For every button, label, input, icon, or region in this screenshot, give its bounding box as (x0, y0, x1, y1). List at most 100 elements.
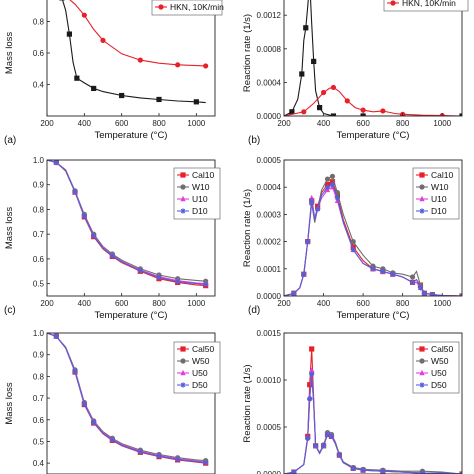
legend-label-c-1: W10 (192, 182, 210, 192)
x-tick-label-d-2: 600 (356, 299, 370, 308)
legend-label-e-3: D50 (192, 380, 208, 390)
y-tick-label-b-2: 0.0008 (257, 45, 282, 54)
legend-marker-d-3 (419, 208, 425, 214)
x-tick-label-a-1: 400 (78, 119, 92, 128)
data-point-d-3-19 (409, 279, 416, 285)
panel-b: 200 400 600 800 1000 0.0000 0.0004 0.0008 0.0012… (242, 0, 469, 146)
legend-marker-f-1 (419, 358, 425, 364)
y-tick-label-e-4: 0.8 (33, 372, 45, 381)
series-line-a-1 (69, 0, 206, 67)
legend-marker-e-3 (180, 382, 186, 388)
x-tick-label-a-4: 1000 (187, 119, 205, 128)
legend-marker-c-3 (180, 208, 186, 214)
data-point-d-3-4 (305, 239, 311, 245)
x-tick-label-c-4: 1000 (187, 299, 205, 308)
plot-area-e (47, 333, 209, 466)
legend-label-e-0: Cal50 (192, 344, 214, 354)
legend-marker-f-3 (419, 382, 425, 388)
axes-frame-e (46, 332, 216, 474)
x-tick-label-b-1: 400 (317, 119, 331, 128)
x-tick-label-c-0: 200 (40, 299, 54, 308)
panel-label-d: (d) (248, 305, 260, 316)
legend-marker-e-1 (180, 358, 186, 364)
x-tick-label-a-0: 200 (40, 119, 54, 128)
data-point-c-3-4 (81, 213, 87, 219)
data-point-a-0-5 (74, 75, 80, 81)
data-point-a-0-3 (66, 31, 72, 37)
data-point-b-0-13 (330, 113, 337, 116)
series-line-f-3 (284, 374, 462, 474)
plot-area-d (284, 173, 462, 296)
panel-label-a: (a) (4, 135, 16, 146)
x-axis-label-a: Temperature (°C) (95, 130, 168, 141)
data-point-f-3-9 (320, 443, 327, 449)
data-point-e-3-10 (156, 453, 162, 459)
data-point-b-0-5 (303, 25, 309, 31)
legend-marker-c-1 (180, 184, 186, 190)
axes-frame-b (283, 0, 463, 117)
plot-area-a (59, 0, 209, 105)
y-tick-label-a-2: 0.8 (33, 18, 45, 27)
y-tick-label-d-5: 0.0005 (257, 156, 282, 165)
data-point-d-1-10 (329, 173, 336, 179)
legend-label-d-2: U10 (431, 194, 447, 204)
x-tick-label-d-4: 1000 (433, 299, 451, 308)
data-point-a-0-13 (193, 99, 199, 105)
legend-marker-b-1 (390, 0, 396, 6)
data-point-a-1-11 (203, 63, 209, 69)
legend-label-d-3: D10 (431, 206, 447, 216)
y-axis-label-a: Mass loss (4, 32, 15, 74)
data-point-c-3-11 (175, 279, 181, 285)
data-point-e-3-5 (91, 419, 97, 426)
data-point-b-0-1 (289, 109, 295, 115)
y-tick-label-f-1: 0.0005 (257, 423, 282, 432)
data-point-f-3-10 (324, 431, 331, 438)
data-point-d-3-17 (390, 271, 396, 277)
y-tick-label-e-0: 0.4 (33, 459, 45, 468)
y-tick-label-f-3: 0.0015 (257, 329, 282, 338)
y-tick-label-d-2: 0.0002 (257, 238, 282, 247)
x-tick-label-d-0: 200 (277, 299, 291, 308)
plot-area-c (47, 160, 209, 289)
data-point-f-0-5 (309, 346, 315, 352)
data-point-d-3-13 (350, 247, 356, 253)
data-point-a-0-11 (156, 96, 162, 103)
data-point-d-3-11 (334, 195, 340, 201)
data-point-b-0-3 (299, 71, 305, 77)
x-tick-label-a-3: 800 (152, 119, 166, 128)
y-tick-label-c-4: 0.9 (33, 181, 45, 190)
legend-marker-a-1 (158, 4, 164, 10)
panel-a: 200 400 600 800 1000 0.4 0.6 0.8 Temperature (°C… (4, 0, 224, 146)
data-point-f-3-17 (380, 468, 386, 474)
legend-label-b-1: HKN, 10K/min (402, 0, 456, 8)
y-tick-label-e-2: 0.6 (33, 416, 45, 425)
y-tick-label-d-0: 0.0000 (257, 292, 282, 301)
y-tick-label-e-6: 1.0 (33, 329, 45, 338)
data-point-c-3-10 (156, 274, 162, 281)
legend-f: Cal50 W50 U50 D50 (412, 341, 460, 394)
data-point-d-0-11 (334, 192, 340, 198)
data-point-e-3-7 (109, 437, 115, 443)
y-tick-label-b-3: 0.0012 (257, 11, 282, 20)
legend-label-f-2: U50 (431, 368, 447, 378)
series-line-e-3 (47, 333, 206, 464)
panel-label-c: (c) (4, 305, 16, 316)
data-point-c-3-9 (137, 268, 143, 274)
legend-marker-f-0 (419, 346, 425, 352)
legend-marker-d-1 (419, 184, 425, 190)
y-tick-label-c-5: 1.0 (33, 156, 45, 165)
data-point-b-1-3 (320, 89, 327, 96)
data-point-f-3-15 (350, 465, 356, 471)
series-line-a-0 (61, 0, 206, 104)
data-point-c-3-1 (53, 160, 59, 166)
data-point-f-3-1 (291, 469, 297, 474)
y-tick-label-a-0: 0.4 (33, 81, 45, 90)
data-point-e-3-11 (175, 456, 181, 463)
data-point-b-1-11 (380, 108, 386, 114)
data-point-d-3-22 (421, 290, 428, 296)
legend-b: HKN, 10K/min (383, 0, 469, 12)
data-point-d-3-23 (429, 292, 435, 296)
x-tick-label-c-3: 800 (152, 299, 166, 308)
data-point-d-0-10 (329, 179, 336, 185)
